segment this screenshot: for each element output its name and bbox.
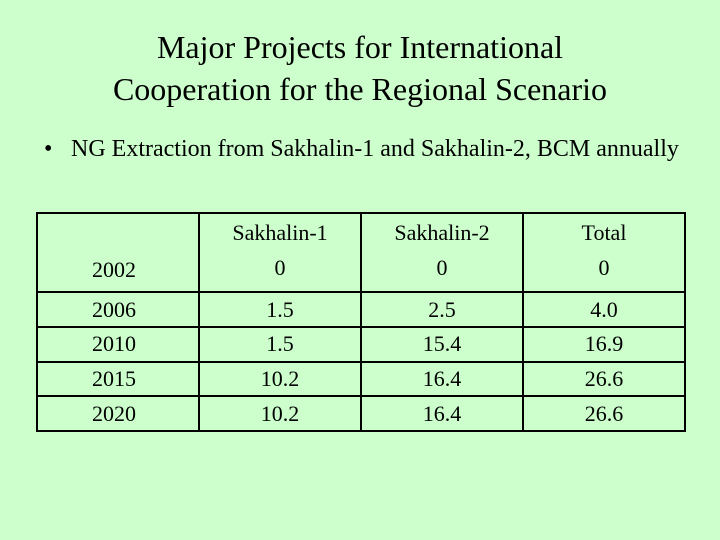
header-cell-sakhalin-2: Sakhalin-2 xyxy=(360,212,524,249)
year-cell: 2015 xyxy=(36,360,200,398)
table-row: 2002 0 0 0 xyxy=(36,249,686,294)
value-cell: 1.5 xyxy=(198,291,362,328)
value-cell: 0 xyxy=(522,249,686,294)
value-cell: 0 xyxy=(198,249,362,294)
bullet-text: NG Extraction from Sakhalin-1 and Sakhal… xyxy=(71,136,679,162)
table-row: 2006 1.5 2.5 4.0 xyxy=(36,291,686,328)
value-cell: 16.4 xyxy=(360,360,524,398)
value-cell: 0 xyxy=(360,249,524,294)
title-line-2: Cooperation for the Regional Scenario xyxy=(112,71,608,107)
table-row: 2010 1.5 15.4 16.9 xyxy=(36,325,686,363)
table-row: 2015 10.2 16.4 26.6 xyxy=(36,360,686,398)
year-cell: 2002 xyxy=(36,249,200,294)
value-cell: 4.0 xyxy=(522,291,686,328)
header-cell-empty xyxy=(36,212,200,249)
table-header-row: Sakhalin-1 Sakhalin-2 Total xyxy=(36,212,686,249)
year-cell: 2010 xyxy=(36,325,200,363)
header-cell-total: Total xyxy=(522,212,686,249)
value-cell: 2.5 xyxy=(360,291,524,328)
header-cell-sakhalin-1: Sakhalin-1 xyxy=(198,212,362,249)
year-cell: 2020 xyxy=(36,395,200,432)
year-cell: 2006 xyxy=(36,291,200,328)
value-cell: 26.6 xyxy=(522,360,686,398)
gas-extraction-table: Sakhalin-1 Sakhalin-2 Total 2002 0 0 0 2… xyxy=(36,212,686,432)
value-cell: 16.9 xyxy=(522,325,686,363)
value-cell: 1.5 xyxy=(198,325,362,363)
value-cell: 10.2 xyxy=(198,360,362,398)
bullet-item: • NG Extraction from Sakhalin-1 and Sakha… xyxy=(44,133,684,165)
title-line-1: Major Projects for International xyxy=(156,29,564,65)
table-row: 2020 10.2 16.4 26.6 xyxy=(36,395,686,432)
slide-title: Major Projects for International Coopera… xyxy=(0,26,720,110)
value-cell: 26.6 xyxy=(522,395,686,432)
value-cell: 10.2 xyxy=(198,395,362,432)
value-cell: 16.4 xyxy=(360,395,524,432)
bullet-icon: • xyxy=(44,136,53,162)
value-cell: 15.4 xyxy=(360,325,524,363)
